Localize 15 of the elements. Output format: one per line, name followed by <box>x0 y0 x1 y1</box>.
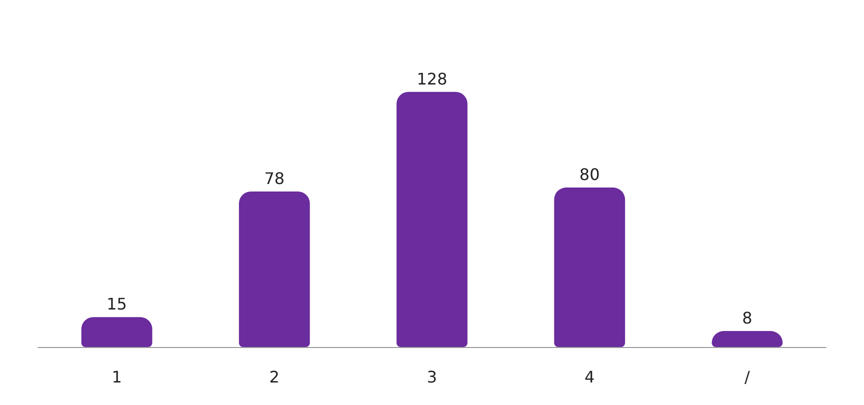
data-label: 15 <box>106 294 127 314</box>
bar <box>81 317 152 347</box>
data-label: 128 <box>416 69 448 88</box>
x-tick-label: 4 <box>584 368 595 386</box>
x-tick-label: 1 <box>112 368 122 386</box>
bar <box>396 92 468 347</box>
x-tick-label: 2 <box>269 368 280 386</box>
bar <box>238 192 310 347</box>
x-tick-label: / <box>744 368 751 386</box>
bar <box>554 188 626 347</box>
x-tick-label: 3 <box>426 368 438 386</box>
bar <box>712 331 783 347</box>
data-label: 78 <box>264 169 285 188</box>
data-label: 80 <box>579 165 600 184</box>
data-label: 8 <box>742 308 752 328</box>
